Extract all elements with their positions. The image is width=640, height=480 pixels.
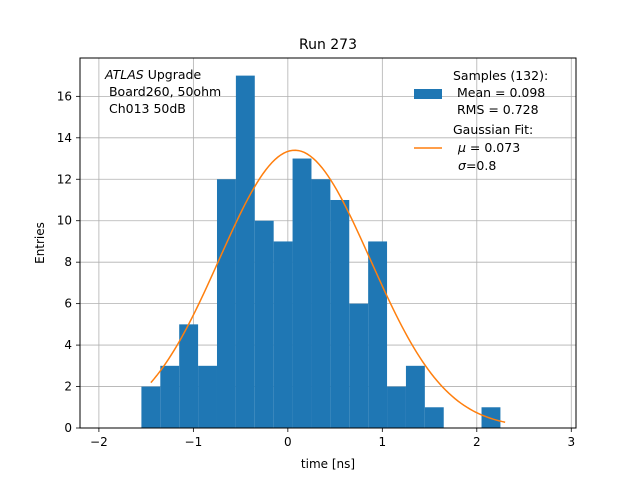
plot-frame xyxy=(79,57,577,429)
x-tick-label: 2 xyxy=(473,435,481,449)
x-tick-label: 3 xyxy=(567,435,575,449)
histogram-bar xyxy=(235,75,255,428)
histogram-bar xyxy=(273,241,293,428)
histogram-bar xyxy=(405,365,425,428)
y-tick-label: 14 xyxy=(57,131,72,145)
legend-sigma-symbol: σ xyxy=(458,158,467,173)
y-tick-label: 10 xyxy=(57,214,72,228)
histogram-bar xyxy=(424,407,444,428)
histogram-bar xyxy=(481,407,501,428)
histogram-bar xyxy=(216,179,236,428)
gaussian-fit xyxy=(150,149,506,423)
legend-sigma-value: =0.8 xyxy=(466,158,496,173)
histogram-bar xyxy=(349,303,369,428)
legend-mu-value: = 0.073 xyxy=(466,140,520,155)
x-axis-label: time [ns] xyxy=(301,457,355,471)
annotation-line-3: Ch013 50dB xyxy=(105,101,186,116)
histogram-bar xyxy=(330,199,350,428)
y-axis-ticks: 0 2 4 6 8 10 12 14 16 xyxy=(57,89,80,435)
legend-samples-rms: RMS = 0.728 xyxy=(453,102,539,117)
annotation-line-1: ATLAS Upgrade xyxy=(104,67,201,82)
annotation-experiment: ATLAS xyxy=(104,67,144,82)
y-tick-label: 6 xyxy=(64,297,72,311)
histogram-bar xyxy=(292,158,312,428)
legend-fit-title: Gaussian Fit: xyxy=(453,122,533,137)
x-axis-ticks: −2 −1 0 1 2 3 xyxy=(90,428,575,449)
legend: Samples (132): Mean = 0.098 RMS = 0.728 … xyxy=(414,68,548,173)
y-tick-label: 2 xyxy=(64,380,72,394)
histogram-bar xyxy=(387,386,406,428)
annotation-box: ATLAS Upgrade Board260, 50ohm Ch013 50dB xyxy=(104,67,221,116)
x-tick-label: 0 xyxy=(284,435,292,449)
histogram-bar xyxy=(198,365,217,428)
legend-fit-sigma: σ=0.8 xyxy=(458,158,496,173)
histogram-bar xyxy=(254,220,274,428)
chart-title: Run 273 xyxy=(299,37,357,53)
y-tick-label: 16 xyxy=(57,89,72,103)
legend-samples-title: Samples (132): xyxy=(453,68,548,83)
histogram-bar xyxy=(141,386,161,428)
annotation-line-2: Board260, 50ohm xyxy=(105,84,221,99)
x-tick-label: −2 xyxy=(90,435,108,449)
histogram-bar xyxy=(368,241,388,428)
x-tick-label: −1 xyxy=(185,435,203,449)
histogram-bar xyxy=(311,179,331,428)
x-tick-label: 1 xyxy=(379,435,387,449)
histogram-bars xyxy=(141,75,501,428)
annotation-experiment-suffix: Upgrade xyxy=(144,67,202,82)
y-tick-label: 0 xyxy=(64,421,72,435)
y-tick-label: 8 xyxy=(64,255,72,269)
histogram-bar xyxy=(160,365,180,428)
legend-mu-symbol: μ xyxy=(457,140,466,155)
histogram-bar xyxy=(179,324,199,428)
legend-fit-mu: μ = 0.073 xyxy=(457,140,520,155)
y-tick-label: 4 xyxy=(64,338,72,352)
legend-samples-swatch xyxy=(414,89,442,99)
gaussian-fit-line xyxy=(150,149,506,423)
y-tick-label: 12 xyxy=(57,172,72,186)
legend-samples-mean: Mean = 0.098 xyxy=(453,85,545,100)
y-axis-label: Entries xyxy=(33,222,47,264)
